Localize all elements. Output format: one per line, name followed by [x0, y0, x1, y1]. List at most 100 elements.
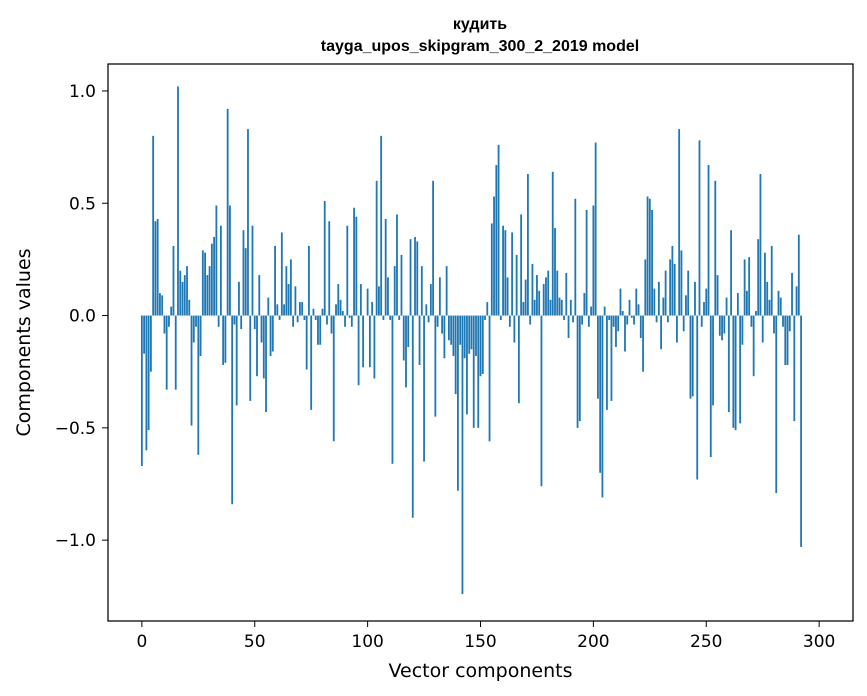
bar-0: [140, 315, 143, 467]
y-axis-label: Components values: [13, 248, 35, 436]
chart-subtitle: tayga_upos_skipgram_300_2_2019 model: [321, 38, 639, 55]
bar-89: [341, 311, 344, 316]
bar-3: [147, 315, 150, 431]
bar-230: [660, 315, 663, 350]
bar-124: [420, 266, 423, 316]
bar-165: [513, 315, 516, 343]
bar-244: [691, 315, 694, 397]
bar-117: [405, 315, 407, 388]
bar-290: [795, 286, 798, 316]
bar-14: [172, 245, 175, 316]
bar-151: [481, 315, 484, 374]
bar-30: [208, 266, 211, 316]
bar-12: [168, 315, 170, 327]
bar-4: [149, 315, 152, 372]
bar-67: [292, 315, 295, 327]
bar-161: [504, 230, 507, 316]
bar-118: [407, 315, 410, 347]
bar-193: [576, 315, 579, 428]
bar-156: [493, 196, 495, 316]
bar-255: [716, 275, 719, 316]
bar-168: [520, 214, 523, 316]
bar-196: [583, 293, 586, 316]
bar-16: [177, 86, 179, 316]
x-tick-label: 300: [803, 632, 835, 652]
bar-234: [669, 259, 672, 316]
bar-36: [222, 315, 225, 365]
bar-2: [145, 315, 148, 451]
bar-7: [156, 218, 159, 316]
bar-181: [549, 299, 552, 316]
bar-202: [596, 315, 599, 399]
bar-208: [610, 315, 613, 401]
bar-263: [734, 315, 737, 431]
bar-144: [466, 315, 468, 415]
bar-119: [409, 239, 412, 316]
bar-140: [457, 315, 459, 491]
bar-148: [475, 315, 477, 356]
bar-219: [635, 288, 638, 316]
bar-77: [314, 315, 317, 321]
bar-226: [651, 209, 653, 316]
bar-146: [470, 315, 473, 350]
bar-262: [732, 315, 735, 428]
bar-64: [285, 266, 288, 316]
bar-274: [759, 174, 762, 316]
bar-108: [384, 218, 387, 316]
bar-264: [736, 293, 739, 316]
bar-241: [685, 295, 687, 316]
bar-38: [226, 108, 229, 316]
bar-96: [357, 315, 360, 386]
bar-192: [574, 198, 577, 316]
bar-68: [294, 286, 297, 316]
bar-17: [179, 270, 182, 316]
bar-164: [511, 232, 514, 316]
bar-87: [337, 284, 340, 316]
bar-231: [662, 297, 665, 316]
bar-163: [508, 315, 511, 327]
bar-172: [529, 315, 532, 325]
bar-166: [515, 254, 518, 316]
bar-174: [533, 299, 536, 316]
bar-205: [603, 306, 606, 316]
bar-291: [797, 234, 800, 316]
bar-76: [312, 308, 315, 316]
bar-225: [648, 198, 651, 316]
bar-52: [258, 275, 261, 316]
bar-213: [621, 311, 624, 316]
bar-182: [551, 171, 554, 316]
bar-185: [558, 297, 561, 316]
bar-283: [779, 297, 782, 316]
bar-70: [298, 302, 301, 316]
bar-110: [389, 315, 392, 321]
bar-206: [606, 315, 608, 410]
bar-40: [231, 315, 234, 505]
bar-142: [461, 315, 464, 595]
bar-128: [429, 284, 432, 316]
x-tick-label: 50: [244, 632, 266, 652]
bar-203: [599, 315, 602, 473]
bar-238: [678, 129, 681, 316]
bar-115: [400, 254, 403, 316]
bar-256: [718, 315, 721, 336]
bar-114: [398, 315, 401, 321]
bar-271: [752, 315, 755, 377]
bar-149: [477, 315, 480, 428]
bar-66: [289, 259, 292, 316]
bar-139: [454, 315, 457, 395]
y-tick-label: 0.0: [69, 307, 96, 327]
bar-240: [682, 315, 685, 332]
bar-253: [712, 315, 714, 406]
bar-236: [673, 263, 676, 316]
bar-286: [786, 315, 789, 365]
bar-254: [714, 180, 717, 316]
y-tick-label: 0.5: [69, 194, 96, 214]
bar-229: [657, 281, 660, 316]
bar-58: [271, 315, 274, 352]
bar-217: [630, 315, 633, 318]
bar-209: [612, 315, 615, 327]
bar-100: [366, 288, 369, 316]
bar-260: [727, 315, 730, 413]
bar-269: [748, 257, 751, 316]
